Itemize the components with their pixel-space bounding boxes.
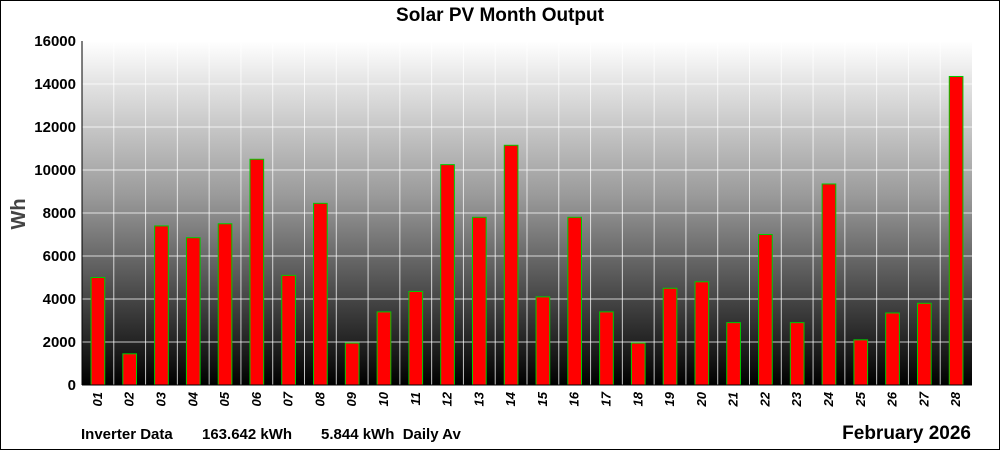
bar (726, 322, 741, 386)
x-tick-label: 16 (567, 391, 582, 406)
bar (535, 296, 551, 386)
bars-layer (90, 75, 964, 386)
x-tick-label: 15 (535, 391, 550, 406)
x-tick-label: 07 (281, 391, 296, 406)
bar (154, 225, 169, 386)
bar (789, 322, 805, 386)
bar (853, 339, 869, 386)
x-tick-label: 06 (249, 391, 264, 406)
bar (948, 75, 964, 386)
bar (313, 202, 328, 386)
bar (90, 277, 106, 386)
y-ticks-layer: 0 2000 4000 6000 8000 10000 12000 14000 16000 (34, 33, 76, 394)
y-tick-label: 10000 (34, 162, 76, 179)
chart-title: Solar PV Month Output (396, 5, 605, 26)
bar (662, 287, 678, 386)
bar (758, 234, 773, 386)
x-tick-label: 11 (408, 392, 423, 406)
y-tick-label: 14000 (34, 76, 76, 93)
x-tick-label: 10 (376, 391, 391, 406)
bar (344, 342, 360, 386)
x-tick-label: 08 (312, 391, 327, 406)
x-tick-label: 12 (440, 391, 455, 406)
bar (408, 290, 424, 386)
bar (471, 216, 487, 386)
x-tick-label: 17 (598, 391, 613, 406)
x-tick-label: 03 (153, 391, 168, 406)
bar (376, 311, 392, 386)
x-tick-label: 25 (853, 391, 868, 407)
x-tick-label: 23 (789, 391, 804, 407)
x-tick-label: 22 (757, 391, 772, 407)
footer-period: February 2026 (842, 423, 971, 444)
x-tick-label: 05 (217, 391, 232, 406)
bar (122, 353, 138, 386)
x-tick-label: 02 (122, 391, 137, 406)
bar (503, 144, 519, 386)
x-tick-label: 24 (821, 391, 836, 407)
y-tick-label: 0 (68, 377, 76, 394)
y-axis-label: Wh (8, 198, 30, 229)
x-tick-label: 14 (503, 391, 518, 406)
y-tick-label: 12000 (34, 119, 76, 136)
x-tick-label: 04 (185, 391, 200, 406)
x-tick-label: 19 (662, 391, 677, 406)
y-tick-label: 16000 (34, 33, 76, 50)
x-tick-label: 13 (471, 391, 486, 406)
bar (885, 312, 900, 386)
x-tick-label: 28 (948, 391, 963, 407)
bar (694, 281, 710, 386)
y-tick-label: 4000 (43, 291, 76, 308)
bar (249, 158, 265, 386)
x-tick-label: 27 (916, 391, 931, 407)
bar (821, 183, 837, 386)
bar (567, 216, 583, 386)
bar (440, 164, 455, 386)
bar (281, 274, 296, 386)
y-tick-label: 6000 (43, 248, 76, 265)
bar (217, 223, 233, 386)
footer-daily-average: 5.844 kWh Daily Av (321, 426, 461, 443)
x-tick-label: 09 (344, 391, 359, 406)
x-tick-label: 18 (630, 391, 645, 406)
y-tick-label: 8000 (43, 205, 76, 222)
x-ticks-layer: 01 02 03 04 05 06 07 08 09 10 11 12 13 14 15 16 17 18 19 20… (90, 391, 963, 407)
y-tick-label: 2000 (43, 334, 76, 351)
x-tick-label: 26 (885, 391, 900, 407)
footer-total: 163.642 kWh (202, 426, 292, 443)
bar (599, 311, 614, 386)
x-tick-label: 01 (90, 392, 105, 406)
x-tick-label: 21 (726, 392, 741, 407)
bar (916, 302, 932, 386)
x-tick-label: 20 (694, 391, 709, 407)
bar (630, 342, 646, 386)
bar (185, 237, 201, 386)
footer-source: Inverter Data (81, 426, 173, 443)
